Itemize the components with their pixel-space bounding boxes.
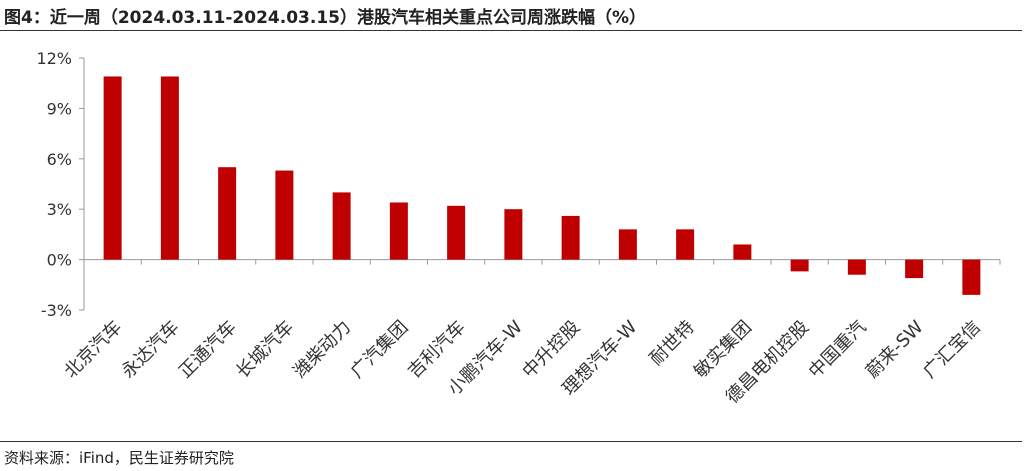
bar <box>618 229 637 260</box>
category-label: 潍柴动力 <box>289 317 355 383</box>
bar <box>962 259 981 295</box>
category-label: 中国重汽 <box>805 317 871 383</box>
title-rule <box>0 30 1022 31</box>
chart-title: 图4：近一周（2024.03.11-2024.03.15）港股汽车相关重点公司周… <box>4 8 647 28</box>
y-tick-label: 3% <box>47 200 72 219</box>
y-axis-ticks: -3% 0% 3% 6% 9% 12% <box>36 49 84 320</box>
bar-chart: -3% 0% 3% 6% 9% 12% 北京汽车永达汽车正通汽车长城汽车潍柴动力广汽集团吉… <box>36 49 1001 408</box>
bar <box>103 76 122 260</box>
category-label: 广汽集团 <box>347 317 413 383</box>
category-label: 永达汽车 <box>118 317 184 383</box>
x-axis-labels: 北京汽车永达汽车正通汽车长城汽车潍柴动力广汽集团吉利汽车小鹏汽车-W中升控股理想… <box>60 317 985 408</box>
category-label: 北京汽车 <box>60 317 126 383</box>
bar <box>504 209 523 260</box>
y-tick-label: 12% <box>36 49 72 68</box>
y-tick-label: 0% <box>47 251 72 270</box>
bar <box>905 259 924 279</box>
bar <box>790 259 809 272</box>
source-rule <box>0 441 1022 442</box>
source-note: 资料来源：iFind，民生证券研究院 <box>4 449 234 467</box>
bar <box>447 205 466 260</box>
bar <box>275 170 294 260</box>
y-tick-label: 6% <box>47 150 72 169</box>
y-tick-label: -3% <box>41 301 72 320</box>
bar <box>218 167 237 260</box>
bar <box>561 215 580 260</box>
category-label: 长城汽车 <box>232 317 298 383</box>
bar <box>160 76 179 260</box>
y-tick-label: 9% <box>47 99 72 118</box>
category-label: 蔚来-SW <box>862 317 928 383</box>
bar <box>332 192 351 260</box>
category-label: 正通汽车 <box>175 317 241 383</box>
category-label: 耐世特 <box>646 317 699 370</box>
category-label: 广汇宝信 <box>919 317 985 383</box>
bar <box>676 229 695 260</box>
bar <box>733 244 752 260</box>
bar-series <box>103 76 1001 295</box>
bar <box>847 259 866 275</box>
bar <box>389 202 408 260</box>
